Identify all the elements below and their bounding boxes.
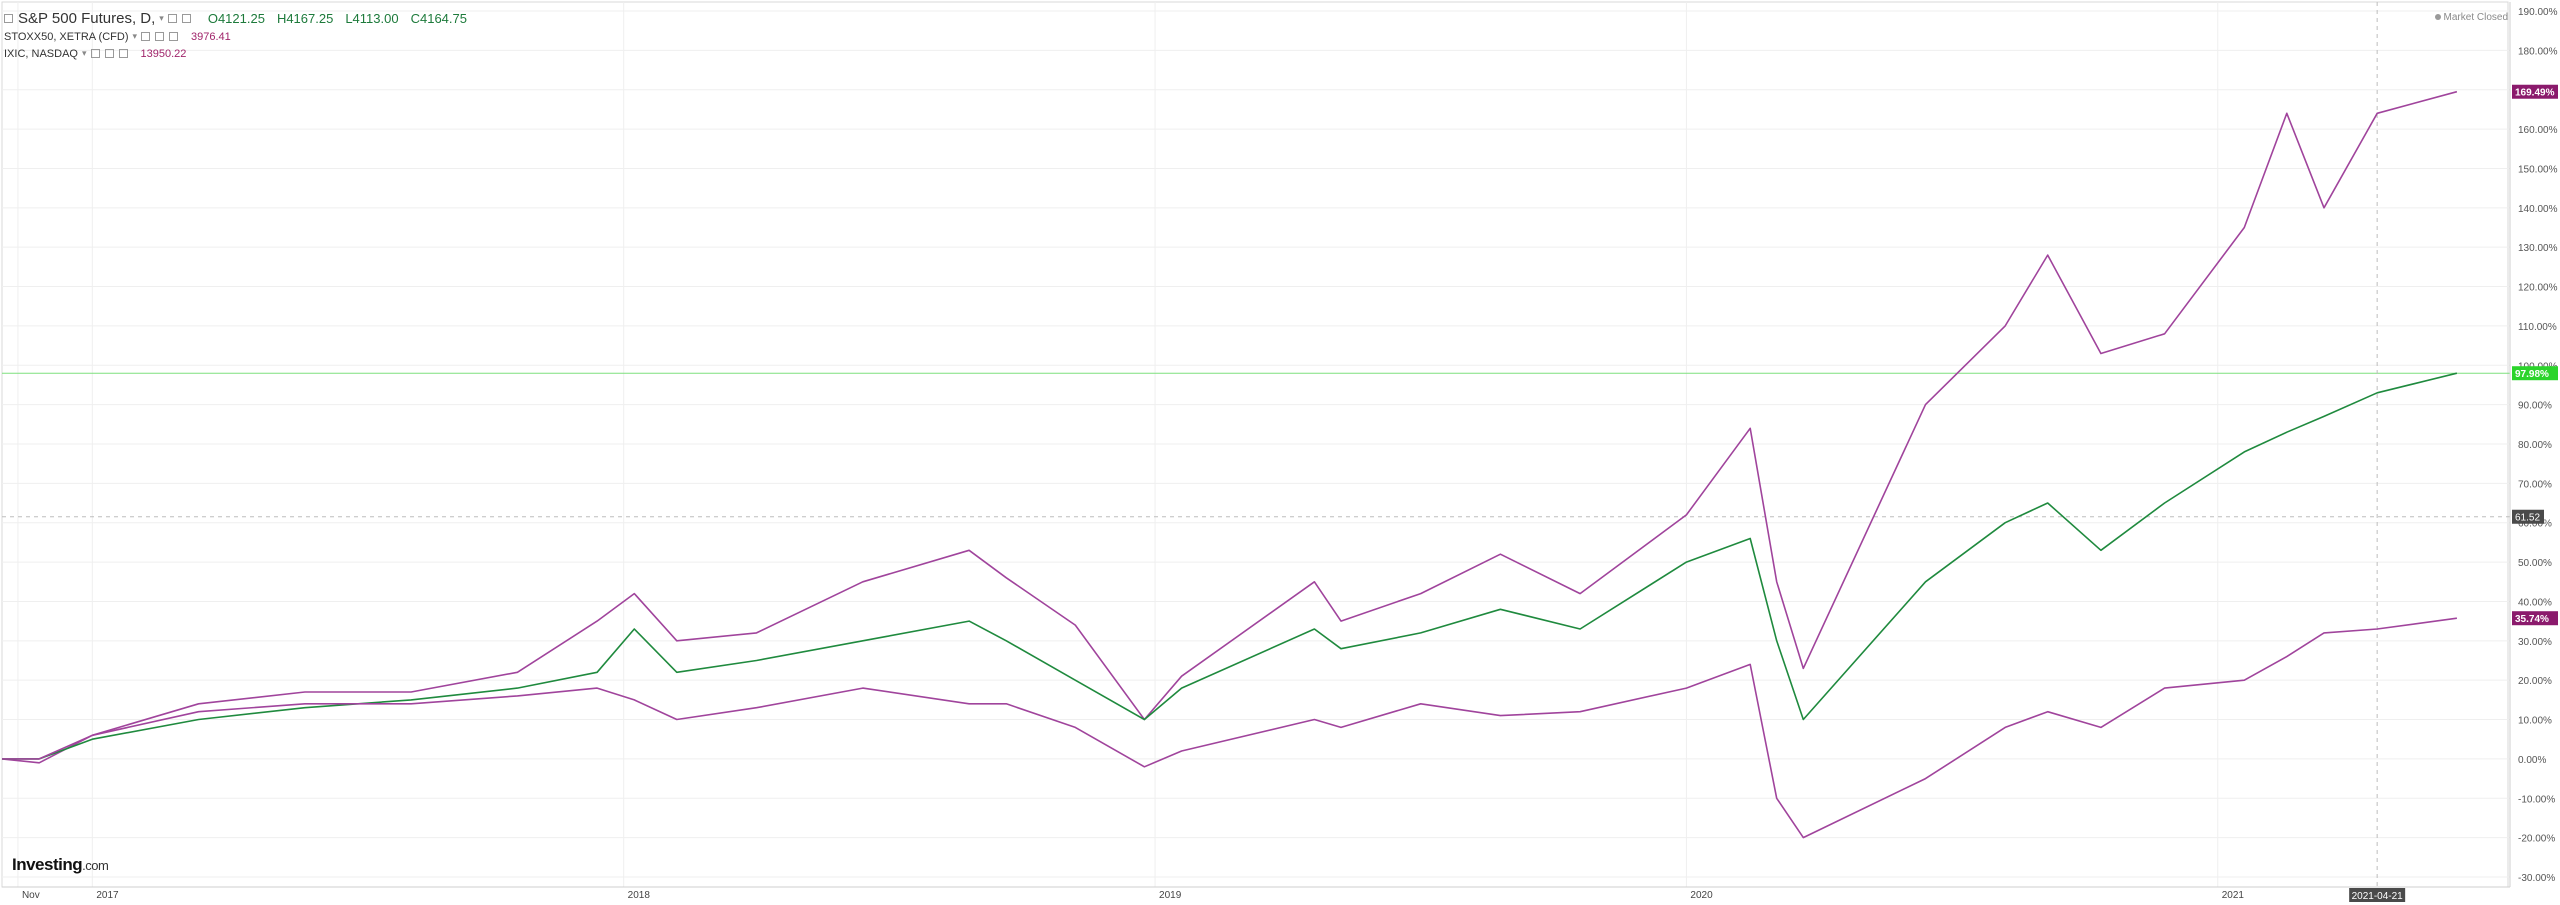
crosshair-y-tag (2512, 509, 2544, 524)
x-axis: Nov 2017 2018 2019 2020 2021 (2, 886, 2510, 901)
series-name: STOXX50, XETRA (CFD) (4, 30, 129, 43)
y-tick-label: 80.00% (2518, 440, 2552, 451)
crosshair-x-tag (2349, 888, 2406, 902)
chevron-down-icon[interactable]: ▾ (132, 31, 138, 41)
close-icon[interactable] (169, 32, 179, 41)
investing-logo: Investing.com (12, 855, 109, 875)
crosshair-x-text: 2021-04-21 (2352, 891, 2404, 902)
settings-icon[interactable] (181, 13, 191, 23)
y-tick-label: 10.00% (2518, 716, 2552, 727)
eye-icon[interactable] (141, 32, 151, 41)
last-value-tag (2512, 366, 2558, 381)
collapse-icon[interactable] (4, 13, 13, 23)
legend-series-row: IXIC, NASDAQ ▾ 13950.22 (4, 45, 467, 62)
series-lines (1, 90, 2458, 839)
last-value-text: 35.74% (2515, 614, 2549, 625)
y-tick-label: 90.00% (2518, 401, 2552, 412)
settings-icon[interactable] (155, 32, 165, 41)
logo-suffix: .com (82, 858, 109, 873)
grid (2, 2, 2510, 887)
close-icon[interactable] (118, 49, 128, 58)
series-line (2, 372, 2458, 760)
y-tick-label: 150.00% (2518, 164, 2558, 175)
last-value-tags: 169.49% 97.98% 35.74% 61.52 2021-04-21 (2349, 84, 2558, 902)
open-value: O4121.25 (207, 10, 265, 26)
y-tick-label: 160.00% (2518, 125, 2558, 136)
y-tick-label: 180.00% (2518, 46, 2558, 57)
main-series-name: S&P 500 Futures, D, (18, 9, 156, 27)
y-axis: 190.00%180.00%170.00%160.00%150.00%140.0… (2509, 2, 2558, 887)
series-value: 3976.41 (191, 30, 231, 43)
y-tick-label: 190.00% (2518, 7, 2558, 18)
chevron-down-icon[interactable]: ▾ (81, 48, 87, 58)
chevron-down-icon[interactable]: ▾ (159, 12, 164, 23)
logo-text: Investing (12, 855, 83, 874)
series-line (2, 617, 2458, 839)
y-tick-label: 130.00% (2518, 243, 2558, 254)
y-tick-label: -10.00% (2518, 794, 2555, 805)
crosshair-y-text: 61.52 (2515, 513, 2540, 524)
y-tick-label: 40.00% (2518, 597, 2552, 608)
eye-icon[interactable] (167, 13, 177, 23)
market-status: Market Closed (2434, 12, 2508, 23)
y-tick-label: 70.00% (2518, 479, 2552, 490)
close-value: C4164.75 (410, 10, 467, 26)
y-tick-label: 60.00% (2518, 519, 2552, 530)
y-tick-label: -30.00% (2518, 873, 2555, 884)
reference-lines (2, 2, 2510, 887)
y-tick-label: -20.00% (2518, 834, 2555, 845)
series-value: 13950.22 (140, 47, 187, 60)
legend-series-row: STOXX50, XETRA (CFD) ▾ 3976.41 (4, 28, 467, 45)
x-tick-label: 2020 (1690, 890, 1713, 901)
x-tick-label: 2017 (96, 890, 119, 901)
y-tick-label: 20.00% (2518, 676, 2552, 687)
x-tick-label: 2021 (2222, 890, 2245, 901)
last-value-text: 169.49% (2515, 88, 2555, 99)
y-tick-label: 140.00% (2518, 204, 2558, 215)
eye-icon[interactable] (90, 49, 100, 58)
x-tick-label: 2019 (1159, 890, 1182, 901)
high-value: H4167.25 (276, 10, 334, 26)
last-value-tag (2512, 84, 2558, 99)
series-line (1, 90, 2458, 764)
y-tick-label: 120.00% (2518, 283, 2558, 294)
last-value-tag (2512, 611, 2558, 626)
x-tick-label: 2018 (628, 890, 651, 901)
series-name: IXIC, NASDAQ (4, 47, 78, 60)
y-tick-label: 30.00% (2518, 637, 2552, 648)
legend-main-row: S&P 500 Futures, D, ▾ O4121.25 H4167.25 … (4, 8, 467, 28)
x-tick-label: Nov (22, 890, 40, 901)
ohlc-values: O4121.25 H4167.25 L4113.00 C4164.75 (208, 11, 467, 26)
y-tick-label: 50.00% (2518, 558, 2552, 569)
legend: S&P 500 Futures, D, ▾ O4121.25 H4167.25 … (4, 8, 467, 62)
settings-icon[interactable] (104, 49, 114, 58)
y-tick-label: 0.00% (2518, 755, 2546, 766)
status-dot-icon (2434, 14, 2441, 20)
last-value-text: 97.98% (2515, 369, 2549, 380)
low-value: L4113.00 (345, 10, 399, 26)
market-status-text: Market Closed (2443, 12, 2508, 23)
y-tick-label: 110.00% (2518, 322, 2557, 333)
